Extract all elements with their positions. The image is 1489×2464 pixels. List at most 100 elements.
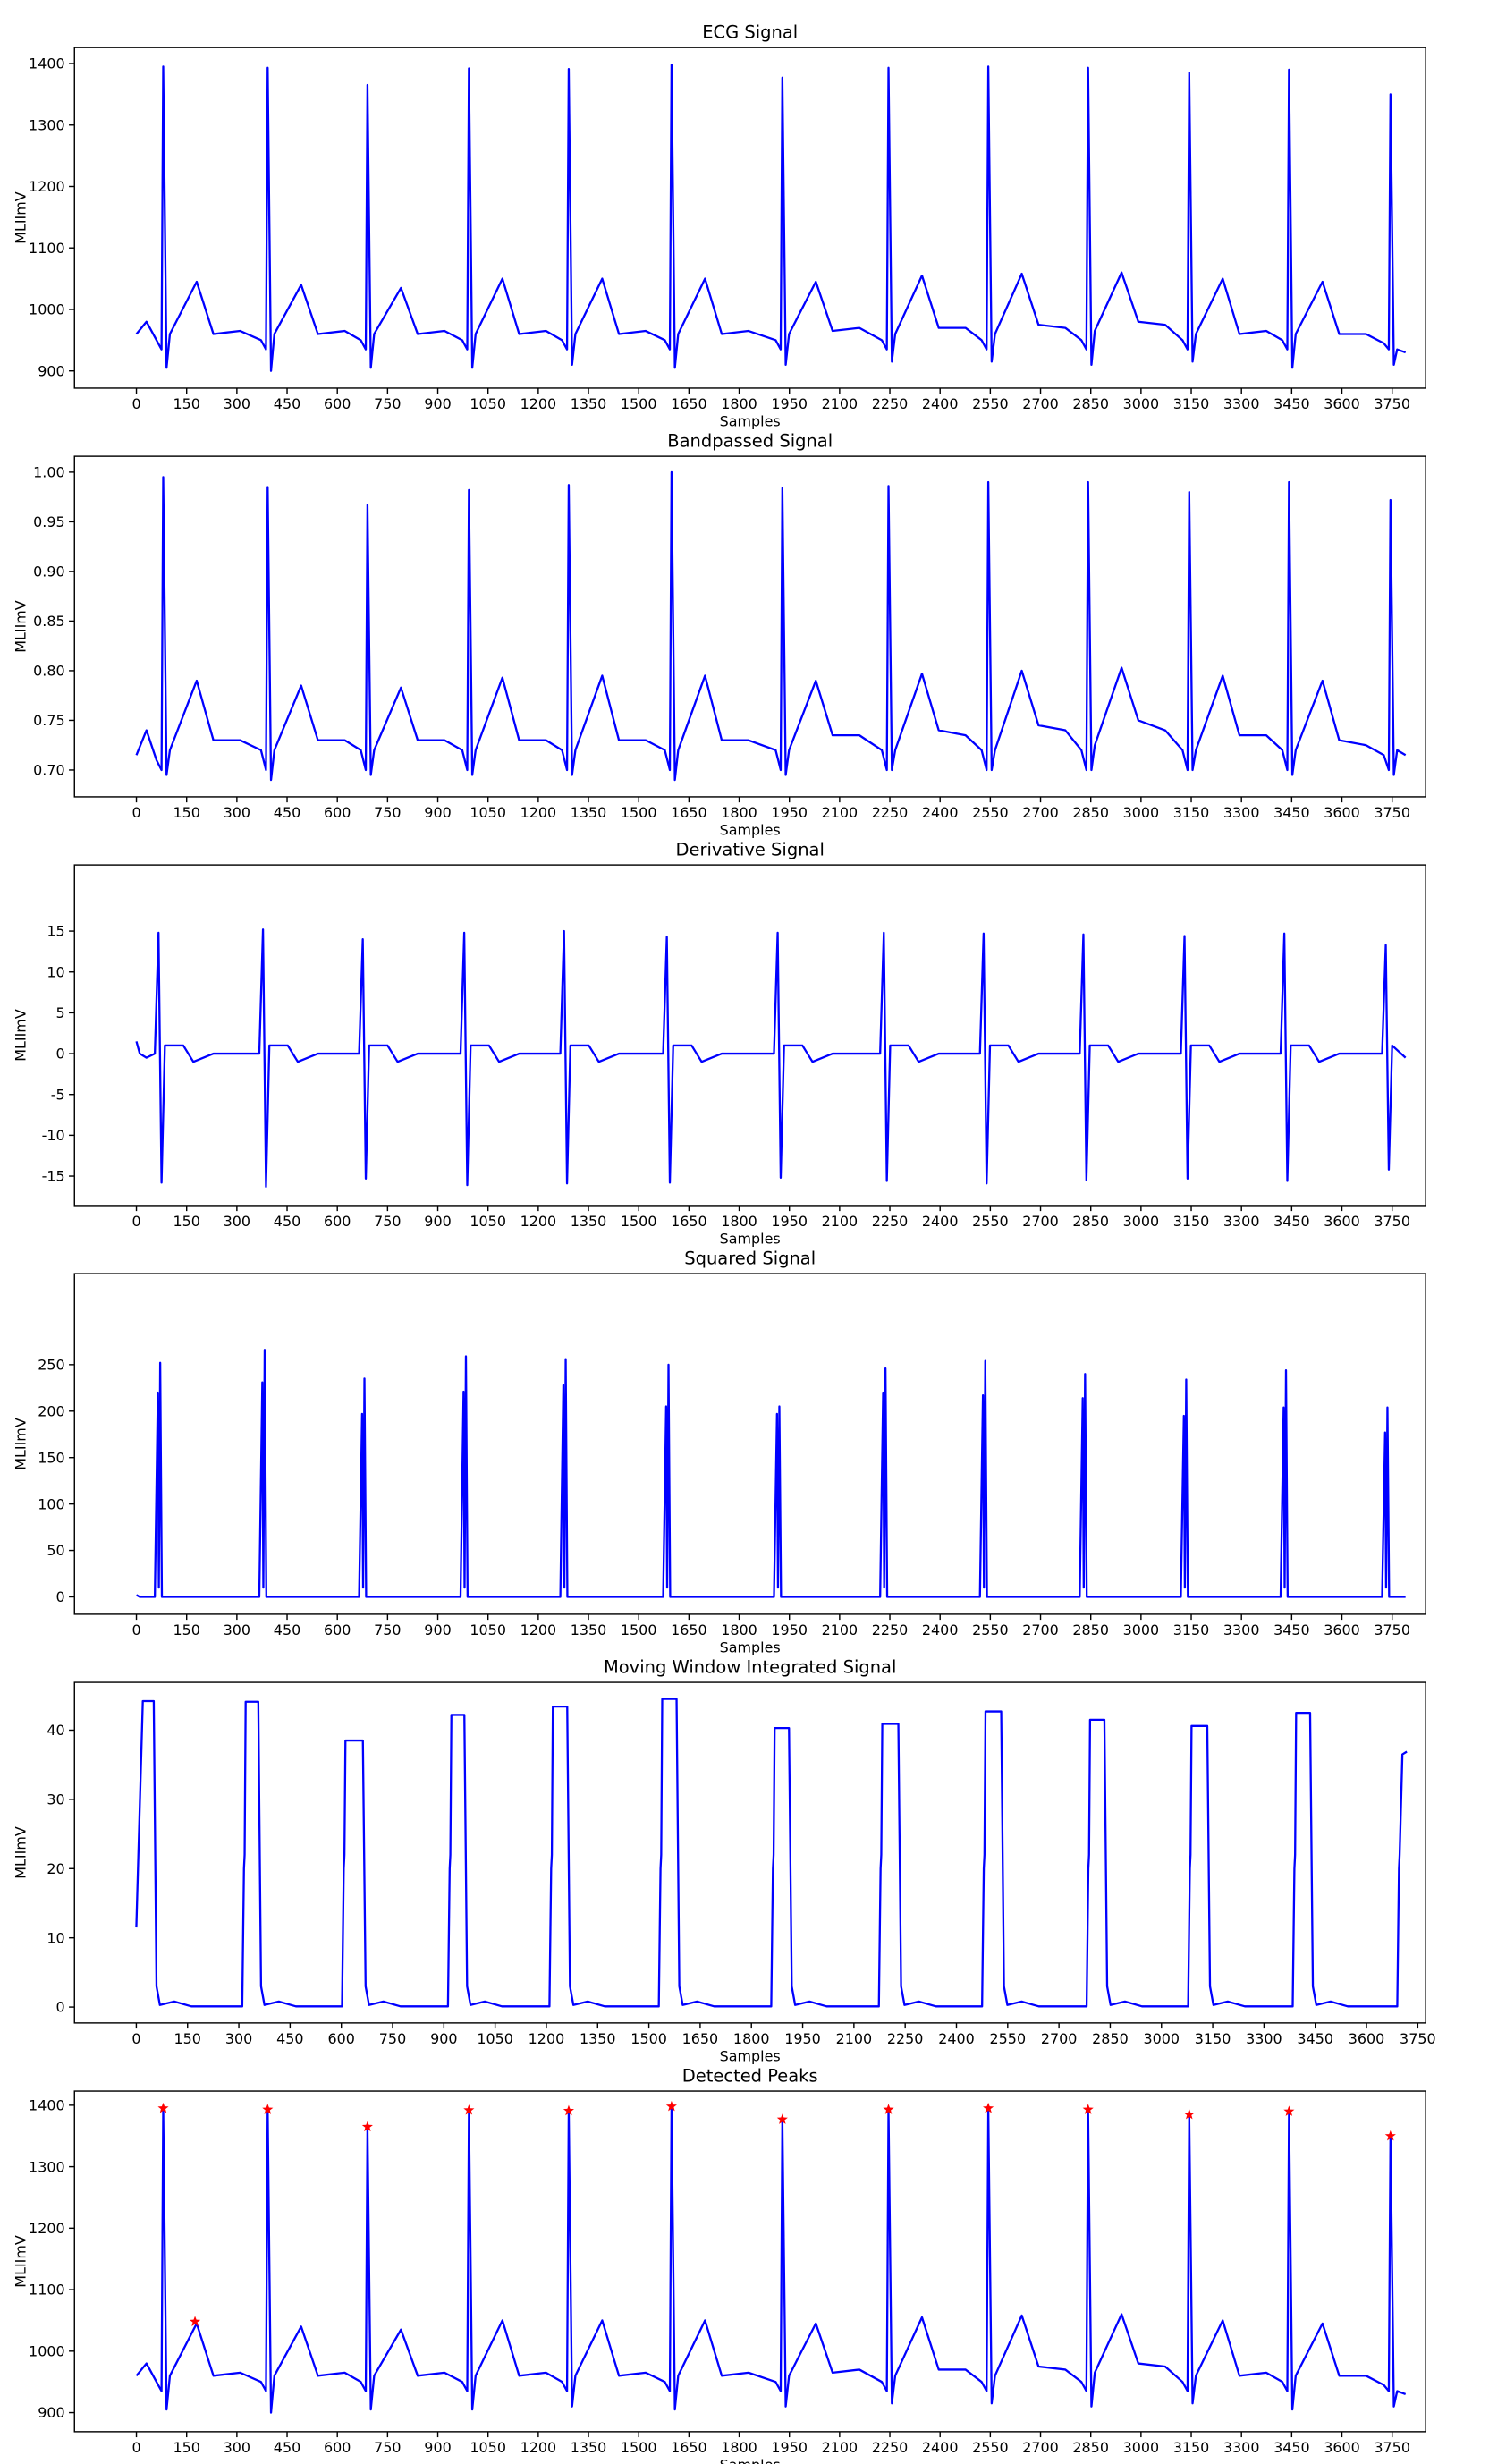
x-tick-label: 3600: [1324, 2439, 1360, 2456]
plot-frame: [73, 2090, 1426, 2433]
y-tick-label: -5: [51, 1086, 65, 1103]
x-tick-label: 0: [131, 1213, 140, 1230]
x-tick-label: 300: [224, 1213, 250, 1230]
peak-marker: [776, 2113, 788, 2124]
y-tick-label: 0.95: [33, 513, 65, 530]
x-tick-label: 150: [173, 1213, 199, 1230]
x-tick-label: 3450: [1273, 804, 1310, 821]
subplot-title: ECG Signal: [702, 22, 798, 43]
x-tick-label: 0: [131, 395, 140, 412]
x-tick-label: 600: [324, 1213, 351, 1230]
x-tick-label: 3300: [1223, 1621, 1260, 1638]
subplot-title: Detected Peaks: [682, 2065, 818, 2086]
x-tick-label: 600: [324, 395, 351, 412]
x-tick-label: 1950: [784, 2030, 821, 2047]
y-tick-label: 15: [47, 923, 64, 940]
x-tick-label: 900: [424, 1213, 451, 1230]
signal-line: [135, 1698, 1408, 2008]
x-tick-label: 1200: [520, 1213, 557, 1230]
y-tick-label: 100: [38, 1495, 64, 1512]
x-tick-label: 150: [174, 2030, 201, 2047]
x-tick-label: 1800: [733, 2030, 770, 2047]
x-tick-label: 2550: [972, 804, 1009, 821]
y-tick-label: 10: [47, 963, 64, 980]
y-tick-label: 1000: [29, 2342, 65, 2359]
x-tick-label: 3600: [1324, 1621, 1360, 1638]
x-tick-label: 3300: [1223, 2439, 1260, 2456]
peak-marker: [463, 2104, 475, 2115]
y-axis-label: MLIImV: [12, 2235, 29, 2288]
x-tick-label: 1950: [771, 395, 808, 412]
x-tick-label: 900: [424, 804, 451, 821]
x-axis-label: Samples: [720, 1638, 781, 1655]
x-tick-label: 1650: [671, 2439, 707, 2456]
x-tick-label: 750: [379, 2030, 406, 2047]
x-tick-label: 750: [374, 804, 401, 821]
x-tick-label: 3600: [1324, 804, 1360, 821]
signal-line: [135, 1349, 1406, 1598]
x-tick-label: 1350: [571, 804, 607, 821]
x-tick-label: 0: [131, 2030, 140, 2047]
subplot: Bandpassed Signal 0 150 300 450 600 750 900 1050…: [12, 430, 1426, 838]
x-tick-label: 1350: [571, 395, 607, 412]
x-tick-label: 1500: [621, 1621, 657, 1638]
x-tick-label: 2550: [972, 395, 1009, 412]
y-tick-label: 0.75: [33, 712, 65, 729]
x-tick-label: 2250: [887, 2030, 924, 2047]
x-tick-label: 1800: [721, 2439, 757, 2456]
y-tick-label: 1300: [29, 116, 65, 133]
y-tick-label: 0: [55, 1999, 64, 2016]
x-tick-label: 2550: [972, 2439, 1009, 2456]
x-tick-label: 2850: [1072, 395, 1109, 412]
x-tick-label: 2850: [1092, 2030, 1129, 2047]
x-tick-label: 2850: [1072, 1213, 1109, 1230]
x-tick-label: 450: [274, 395, 300, 412]
x-tick-label: 3750: [1374, 1213, 1410, 1230]
x-tick-label: 450: [274, 804, 300, 821]
signal-line: [135, 2105, 1407, 2414]
x-tick-label: 3300: [1246, 2030, 1282, 2047]
x-tick-label: 2400: [922, 1621, 959, 1638]
x-tick-label: 1950: [771, 1621, 808, 1638]
x-tick-label: 300: [225, 2030, 252, 2047]
x-tick-label: 150: [173, 1621, 199, 1638]
x-tick-label: 2400: [922, 395, 959, 412]
x-tick-label: 600: [324, 1621, 351, 1638]
peak-marker: [1283, 2105, 1295, 2116]
x-tick-label: 2700: [1022, 1213, 1059, 1230]
x-tick-label: 1350: [571, 1213, 607, 1230]
x-tick-label: 0: [131, 804, 140, 821]
y-axis-label: MLIImV: [12, 600, 29, 653]
x-tick-label: 2100: [836, 2030, 873, 2047]
x-tick-label: 3000: [1123, 2439, 1160, 2456]
x-tick-label: 600: [324, 804, 351, 821]
x-tick-label: 1950: [771, 1213, 808, 1230]
y-tick-label: 250: [38, 1357, 64, 1374]
y-tick-label: 1000: [29, 301, 65, 318]
x-tick-label: 1200: [520, 395, 557, 412]
x-tick-label: 2550: [972, 1621, 1009, 1638]
x-tick-label: 2250: [872, 1213, 909, 1230]
x-tick-label: 3750: [1374, 804, 1410, 821]
x-tick-label: 900: [424, 2439, 451, 2456]
peak-marker: [883, 2104, 894, 2114]
subplot: ECG Signal 0 150 300 450 600 750 900 1050 1200 135…: [12, 22, 1426, 429]
signal-line: [135, 928, 1407, 1189]
x-tick-label: 3450: [1273, 2439, 1310, 2456]
x-tick-label: 2100: [822, 1621, 859, 1638]
x-tick-label: 2850: [1072, 804, 1109, 821]
x-tick-label: 0: [131, 1621, 140, 1638]
plot-frame: [73, 1273, 1426, 1615]
x-tick-label: 2550: [972, 1213, 1009, 1230]
x-tick-label: 3750: [1374, 1621, 1410, 1638]
x-tick-label: 2250: [872, 2439, 909, 2456]
x-tick-label: 1950: [771, 2439, 808, 2456]
x-tick-label: 3600: [1324, 1213, 1360, 1230]
x-tick-label: 1950: [771, 804, 808, 821]
x-tick-label: 1200: [520, 1621, 557, 1638]
y-axis-label: MLIImV: [12, 1418, 29, 1470]
subplot: Detected Peaks 0 150 300 450 600 750 900 1050 120…: [12, 2065, 1426, 2464]
